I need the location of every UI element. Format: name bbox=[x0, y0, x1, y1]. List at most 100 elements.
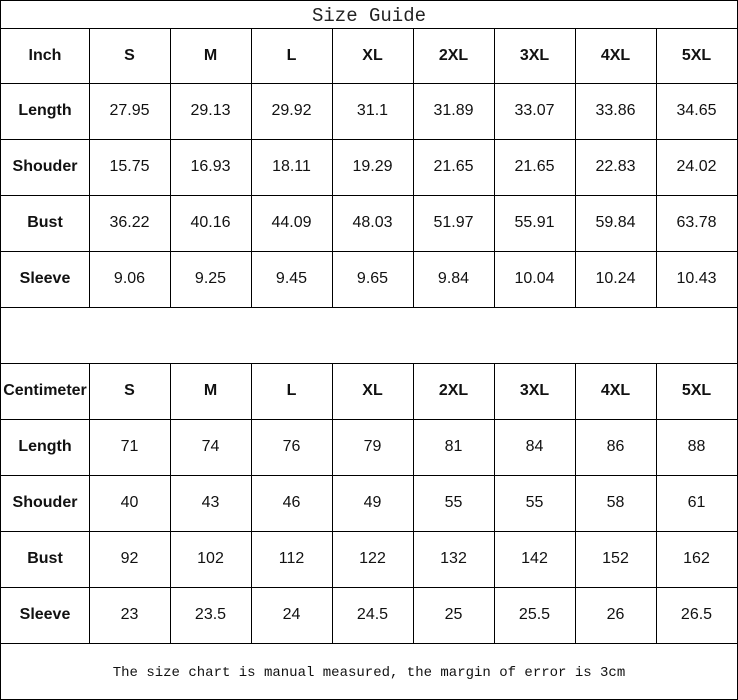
grid-line bbox=[413, 363, 414, 643]
grid-line bbox=[0, 531, 738, 532]
grid-line bbox=[0, 139, 738, 140]
table-cell: 18.11 bbox=[272, 158, 311, 175]
row-label: Sleeve bbox=[19, 270, 71, 287]
table-cell: 24.02 bbox=[676, 158, 717, 175]
table-cell: 9.45 bbox=[275, 270, 308, 287]
table-cell: 43 bbox=[201, 494, 220, 511]
table-cell: 9.06 bbox=[113, 270, 146, 287]
grid-line bbox=[413, 28, 414, 307]
table-cell: 102 bbox=[197, 550, 224, 567]
unit-header: Inch bbox=[28, 46, 62, 64]
table-cell: 31.89 bbox=[433, 102, 474, 119]
table-cell: 24.5 bbox=[356, 606, 389, 623]
grid-line bbox=[170, 363, 171, 643]
grid-line bbox=[656, 28, 657, 307]
grid-line bbox=[494, 363, 495, 643]
table-cell: 132 bbox=[440, 550, 467, 567]
table-cell: 142 bbox=[521, 550, 548, 567]
table-cell: 76 bbox=[282, 438, 301, 455]
table-cell: 55 bbox=[525, 494, 544, 511]
grid-line bbox=[0, 307, 738, 308]
row-label: Length bbox=[18, 438, 72, 455]
size-header: 2XL bbox=[438, 46, 469, 64]
table-cell: 58 bbox=[606, 494, 625, 511]
row-label: Length bbox=[18, 102, 72, 119]
grid-line bbox=[575, 363, 576, 643]
grid-line bbox=[170, 28, 171, 307]
grid-line bbox=[332, 28, 333, 307]
grid-line bbox=[494, 28, 495, 307]
table-cell: 15.75 bbox=[109, 158, 150, 175]
grid-line bbox=[0, 363, 738, 364]
measurement-note: The size chart is manual measured, the m… bbox=[112, 665, 626, 681]
row-label: Bust bbox=[27, 550, 63, 567]
size-header: 5XL bbox=[681, 46, 712, 64]
table-cell: 49 bbox=[363, 494, 382, 511]
table-cell: 48.03 bbox=[352, 214, 393, 231]
table-cell: 40.16 bbox=[190, 214, 231, 231]
table-cell: 21.65 bbox=[433, 158, 474, 175]
grid-line bbox=[0, 0, 1, 700]
table-cell: 29.13 bbox=[190, 102, 231, 119]
size-header: L bbox=[286, 382, 297, 399]
table-cell: 24 bbox=[282, 606, 301, 623]
grid-line bbox=[0, 83, 738, 84]
table-cell: 22.83 bbox=[595, 158, 636, 175]
size-header: 4XL bbox=[600, 46, 631, 64]
grid-line bbox=[0, 475, 738, 476]
table-cell: 55.91 bbox=[514, 214, 555, 231]
size-header: M bbox=[203, 46, 218, 64]
table-cell: 21.65 bbox=[514, 158, 555, 175]
size-header: XL bbox=[362, 382, 383, 399]
grid-line bbox=[0, 419, 738, 420]
table-cell: 81 bbox=[444, 438, 463, 455]
row-label: Shouder bbox=[12, 494, 78, 511]
table-cell: 29.92 bbox=[271, 102, 312, 119]
table-cell: 40 bbox=[120, 494, 139, 511]
table-cell: 9.84 bbox=[437, 270, 470, 287]
grid-line bbox=[251, 28, 252, 307]
grid-line bbox=[89, 28, 90, 307]
grid-line bbox=[0, 643, 738, 644]
table-cell: 152 bbox=[602, 550, 629, 567]
table-cell: 9.65 bbox=[356, 270, 389, 287]
table-cell: 9.25 bbox=[194, 270, 227, 287]
row-label: Shouder bbox=[12, 158, 78, 175]
table-cell: 84 bbox=[525, 438, 544, 455]
table-cell: 16.93 bbox=[190, 158, 231, 175]
size-header: 5XL bbox=[681, 382, 712, 399]
size-header: M bbox=[203, 382, 218, 399]
grid-line bbox=[89, 363, 90, 643]
table-cell: 55 bbox=[444, 494, 463, 511]
unit-header: Centimeter bbox=[3, 382, 87, 399]
size-header: 3XL bbox=[519, 46, 550, 64]
table-cell: 46 bbox=[282, 494, 301, 511]
grid-line bbox=[0, 195, 738, 196]
table-cell: 34.65 bbox=[676, 102, 717, 119]
grid-line bbox=[0, 28, 738, 29]
table-cell: 36.22 bbox=[109, 214, 150, 231]
table-cell: 59.84 bbox=[595, 214, 636, 231]
grid-line bbox=[251, 363, 252, 643]
table-cell: 61 bbox=[687, 494, 706, 511]
table-cell: 92 bbox=[120, 550, 139, 567]
page-title: Size Guide bbox=[311, 5, 427, 27]
table-cell: 122 bbox=[359, 550, 386, 567]
row-label: Sleeve bbox=[19, 606, 71, 623]
grid-line bbox=[0, 587, 738, 588]
table-cell: 23.5 bbox=[194, 606, 227, 623]
table-cell: 86 bbox=[606, 438, 625, 455]
table-cell: 44.09 bbox=[271, 214, 312, 231]
grid-line bbox=[0, 251, 738, 252]
grid-line bbox=[656, 363, 657, 643]
size-header: S bbox=[124, 46, 135, 64]
table-cell: 27.95 bbox=[109, 102, 150, 119]
size-header: L bbox=[286, 46, 297, 64]
grid-line bbox=[0, 0, 738, 1]
table-cell: 33.07 bbox=[514, 102, 555, 119]
table-cell: 26.5 bbox=[680, 606, 713, 623]
table-cell: 25.5 bbox=[518, 606, 551, 623]
row-label: Bust bbox=[27, 214, 63, 231]
table-cell: 71 bbox=[120, 438, 139, 455]
table-cell: 33.86 bbox=[595, 102, 636, 119]
